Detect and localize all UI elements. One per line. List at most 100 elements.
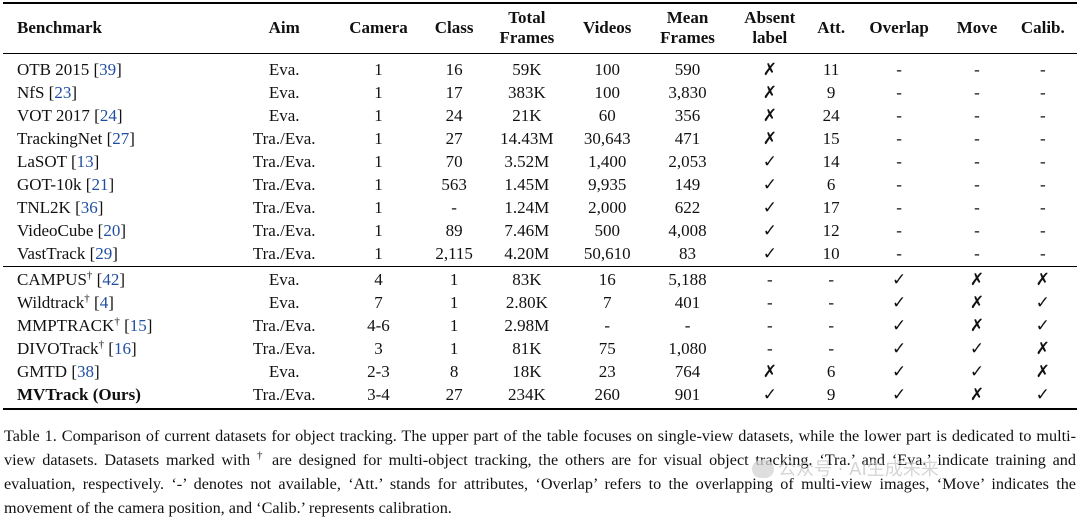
table-cell: 260	[594, 385, 620, 404]
table-cell: 6	[826, 175, 836, 194]
citation: [23]	[44, 83, 77, 102]
citation-link[interactable]: 39	[99, 60, 117, 79]
table-cell: -	[766, 316, 773, 335]
table-cell: ✓	[1035, 385, 1050, 404]
table-cell: 563	[441, 175, 467, 194]
citation-link[interactable]: 36	[80, 198, 98, 217]
table-cell: 75	[598, 339, 616, 358]
citation-link[interactable]: 24	[99, 106, 117, 125]
table-cell: 1.45M	[504, 175, 550, 194]
table-cell: ✓	[1035, 316, 1050, 335]
table-cell: ✓	[969, 339, 985, 358]
table-row: Wildtrack† [4] Eva. 7 1 2.80K 7 401 - - ✓ ✗ ✓	[3, 291, 1077, 314]
citation-link[interactable]: 29	[95, 244, 113, 263]
table-cell: 11	[822, 60, 840, 79]
citation-link[interactable]: 23	[54, 83, 72, 102]
table-cell: 16	[598, 270, 616, 289]
table-cell: ✗	[762, 106, 777, 125]
table-cell: -	[451, 198, 457, 217]
citation: [27]	[102, 129, 135, 148]
table-row: GOT-10k [21] Tra./Eva. 1 563 1.45M 9,935 149 ✓ 6…	[3, 173, 1077, 196]
table-cell: 1	[449, 339, 459, 358]
table-cell: -	[896, 129, 902, 148]
citation: [15]	[119, 316, 153, 335]
table-cell: ✓	[892, 385, 907, 404]
table-caption: Table 1. Comparison of current datasets …	[4, 424, 1076, 520]
benchmark-name-cell: TrackingNet [27]	[3, 127, 235, 150]
table-cell: 3	[374, 339, 383, 358]
table-cell: Eva.	[268, 293, 300, 312]
citation-link[interactable]: 13	[76, 152, 94, 171]
table-cell: 100	[594, 83, 620, 102]
table-cell: ✗	[969, 270, 985, 289]
table-cell: ✓	[892, 316, 907, 335]
column-header: Calib.	[1020, 18, 1065, 37]
column-header: Aim	[268, 18, 300, 37]
table-cell: 4,008	[668, 221, 707, 240]
table-cell: 17	[445, 83, 463, 102]
table-cell: 14.43M	[500, 129, 554, 148]
table-cell: 1,400	[588, 152, 627, 171]
table-row: DIVOTrack† [16] Tra./Eva. 3 1 81K 75 1,080 - - ✓ ✓…	[3, 337, 1077, 360]
table-cell: 12	[822, 221, 840, 240]
comparison-table: Benchmark Aim Camera Class Total Frames Videos…	[3, 2, 1077, 410]
citation-link[interactable]: 27	[112, 129, 130, 148]
table-cell: -	[974, 129, 980, 148]
caption-text-part1: Table 1. Comparison of current datasets …	[4, 427, 1076, 469]
table-cell: 24	[822, 106, 840, 125]
table-cell: 6	[826, 362, 836, 381]
table-cell: -	[828, 316, 834, 335]
table-cell: 7	[374, 293, 383, 312]
table-cell: 4.20M	[504, 244, 550, 263]
table-cell: 500	[594, 221, 620, 240]
table-cell: -	[684, 316, 691, 335]
table-row: MMPTRACK† [15] Tra./Eva. 4-6 1 2.98M - - - - ✓ ✗ ✓	[3, 314, 1077, 337]
benchmark-name-cell: NfS [23]	[3, 81, 235, 104]
citation: [13]	[66, 152, 100, 171]
column-header: Absent label	[744, 8, 796, 47]
table-cell: Eva.	[268, 83, 300, 102]
citation: [16]	[104, 339, 137, 358]
table-cell: 50,610	[583, 244, 631, 263]
table-cell: 81K	[512, 339, 542, 358]
table-cell: 59K	[512, 60, 542, 79]
table-cell: 1	[374, 106, 383, 125]
column-header: Class	[434, 18, 474, 37]
table-cell: 70	[445, 152, 463, 171]
table-cell: ✗	[1035, 362, 1050, 381]
table-cell: 1	[374, 244, 383, 263]
citation-link[interactable]: 4	[99, 293, 109, 312]
benchmark-name: MMPTRACK	[17, 316, 115, 335]
header-row: Benchmark Aim Camera Class Total Frames Videos…	[3, 3, 1077, 54]
citation-link[interactable]: 15	[129, 316, 147, 335]
benchmark-name-cell: MVTrack (Ours)	[3, 383, 235, 409]
multi-view-section: CAMPUS† [42] Eva. 4 1 83K 16 5,188- - ✓ ✗ ✗ Wildtra…	[3, 266, 1077, 409]
benchmark-name-cell: TNL2K [36]	[3, 196, 235, 219]
table-cell: -	[1039, 106, 1046, 125]
table-cell: -	[1039, 152, 1046, 171]
table-cell: ✗	[969, 316, 985, 335]
table-cell: -	[1039, 221, 1046, 240]
table-cell: -	[896, 244, 902, 263]
benchmark-name: Wildtrack	[17, 293, 85, 312]
table-cell: 234K	[507, 385, 546, 404]
table-row: VOT 2017 [24] Eva. 1 24 21K 60 356 ✗ 24 - - -	[3, 104, 1077, 127]
table-row: CAMPUS† [42] Eva. 4 1 83K 16 5,188 - - ✓ ✗ ✗	[3, 266, 1077, 292]
citation-link[interactable]: 16	[113, 339, 131, 358]
citation-link[interactable]: 20	[103, 221, 121, 240]
table-cell: -	[974, 60, 980, 79]
table-cell: Tra./Eva.	[252, 339, 316, 358]
citation-link[interactable]: 21	[91, 175, 109, 194]
table-cell: 60	[598, 106, 616, 125]
citation-link[interactable]: 38	[76, 362, 94, 381]
table-cell: -	[766, 293, 773, 312]
table-row: LaSOT [13] Tra./Eva. 1 70 3.52M 1,400 2,053 ✓ 14…	[3, 150, 1077, 173]
table-cell: 27	[445, 385, 463, 404]
table-row: MVTrack (Ours) Tra./Eva. 3-4 27 234K 260 901 ✓ 9…	[3, 383, 1077, 409]
benchmark-name-cell: VastTrack [29]	[3, 242, 235, 267]
table-cell: 2.80K	[505, 293, 548, 312]
column-header: Move	[956, 18, 998, 37]
table-cell: ✓	[892, 362, 907, 381]
citation-link[interactable]: 42	[102, 270, 120, 289]
table-cell: ✓	[892, 293, 907, 312]
